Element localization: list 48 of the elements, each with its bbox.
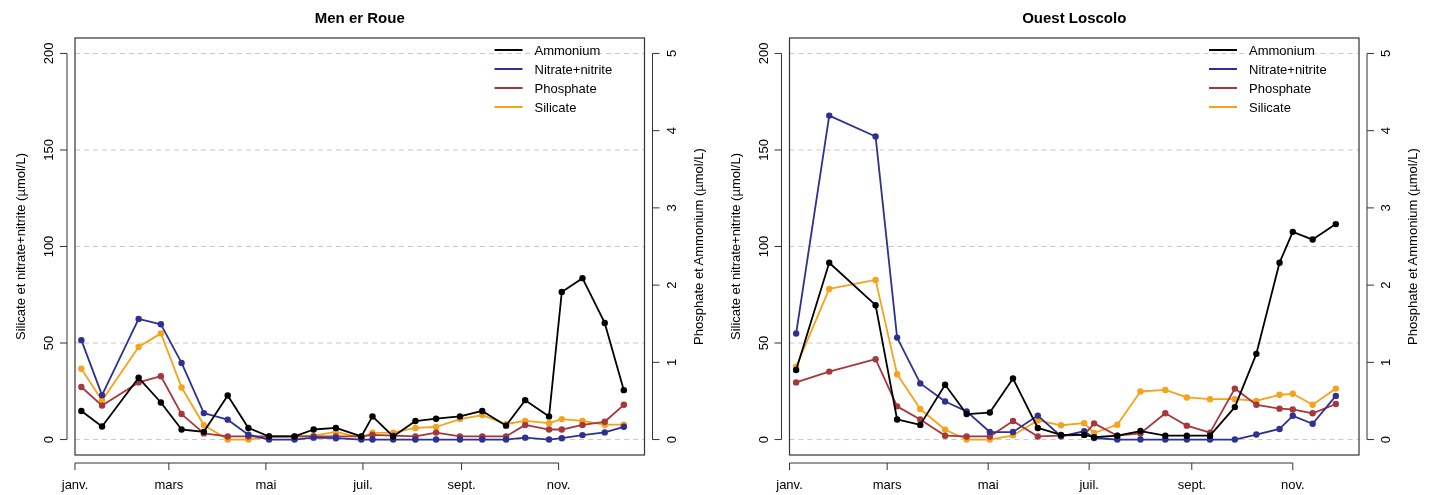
y-tick-label: 50 (41, 335, 56, 351)
y-tick-label: 150 (41, 139, 56, 161)
legend-label: Nitrate+nitrite (534, 62, 613, 77)
y2-tick-label: 1 (1378, 358, 1393, 366)
legend-label: Silicate (1249, 100, 1291, 115)
y2-tick-label: 3 (663, 204, 679, 212)
legend-label: Nitrate+nitrite (1249, 62, 1327, 77)
x-tick-label: nov. (546, 477, 571, 492)
legend-label: Phosphate (534, 81, 597, 96)
y2-tick-label: 2 (1378, 281, 1393, 289)
y-tick-label: 150 (755, 139, 771, 161)
y-axis-title: Silicate et nitrate+nitrite (µmol/L) (13, 152, 28, 341)
y-tick-label: 50 (755, 335, 771, 351)
y2-axis-title: Phosphate et Ammonium (µmol/L) (690, 148, 706, 345)
y-tick-label: 100 (41, 235, 56, 258)
y-tick-label: 200 (41, 42, 56, 65)
y2-tick-label: 1 (663, 358, 679, 366)
x-tick-label: janv. (60, 477, 89, 492)
y2-tick-label: 2 (663, 281, 679, 289)
y-tick-label: 0 (41, 435, 56, 444)
legend-label: Ammonium (534, 43, 601, 58)
y2-tick-label: 3 (1378, 204, 1393, 212)
x-tick-label: sept. (1177, 477, 1206, 492)
x-tick-label: mars (872, 477, 903, 492)
legend-label: Phosphate (1249, 81, 1312, 96)
y2-tick-label: 0 (1378, 435, 1393, 444)
x-tick-label: mai (977, 477, 999, 492)
y2-tick-label: 0 (663, 435, 679, 444)
y2-tick-label: 4 (1378, 127, 1393, 135)
y-tick-label: 100 (755, 235, 771, 258)
x-tick-label: juil. (1078, 477, 1099, 492)
x-tick-label: juil. (352, 477, 373, 492)
chart-title: Ouest Loscolo (1022, 9, 1127, 26)
y2-axis-title: Phosphate et Ammonium (µmol/L) (1405, 148, 1420, 345)
x-tick-label: mars (154, 477, 184, 492)
legend-label: Silicate (534, 100, 577, 115)
y2-tick-label: 5 (663, 49, 679, 58)
y2-tick-label: 5 (1378, 49, 1393, 58)
y-axis-title: Silicate et nitrate+nitrite (µmol/L) (727, 152, 743, 341)
x-tick-label: mai (255, 477, 277, 492)
y-tick-label: 0 (755, 435, 771, 444)
y-tick-label: 200 (755, 42, 771, 65)
x-tick-label: janv. (775, 477, 803, 492)
x-tick-label: sept. (447, 477, 476, 492)
chart-title: Men er Roue (314, 9, 405, 26)
legend-label: Ammonium (1249, 43, 1315, 58)
x-tick-label: nov. (1280, 477, 1305, 492)
y2-tick-label: 4 (663, 127, 679, 135)
